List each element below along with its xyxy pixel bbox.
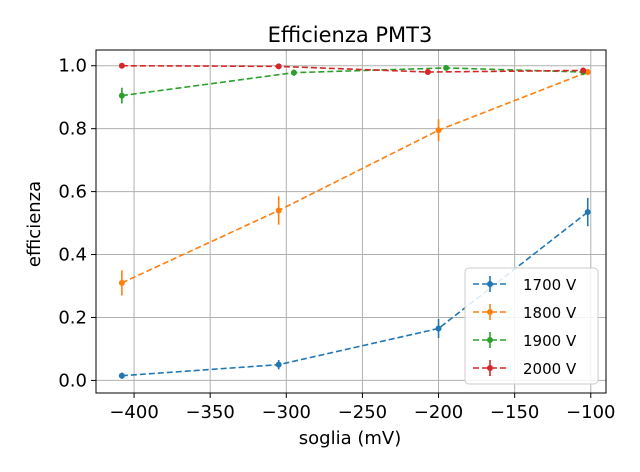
- data-point: [275, 63, 282, 70]
- data-point: [584, 209, 591, 216]
- legend-label: 2000 V: [523, 360, 577, 378]
- series-line: [121, 67, 584, 97]
- x-axis-label: soglia (mV): [299, 428, 401, 449]
- series-2000-v: [118, 62, 587, 76]
- chart-title: Efficienza PMT3: [268, 23, 433, 47]
- y-tick-label: 0.6: [58, 182, 87, 203]
- data-point: [435, 127, 442, 134]
- data-point: [118, 62, 125, 69]
- plot-frame: [95, 49, 607, 394]
- legend-marker: [487, 309, 493, 315]
- axes-ticks: −400 −350 −300 −250 −200 −150 −100 0.0 0.2 0.4 0.6…: [58, 56, 615, 423]
- data-point: [118, 92, 125, 99]
- grid: [96, 50, 606, 393]
- y-axis-label: efficienza: [24, 181, 45, 267]
- legend-label: 1700 V: [523, 276, 577, 294]
- x-tick-label: −100: [566, 402, 615, 423]
- y-tick-label: 1.0: [58, 56, 87, 77]
- legend-marker: [487, 337, 493, 343]
- data-point: [424, 69, 431, 76]
- y-tick-label: 0.2: [58, 307, 87, 328]
- x-tick-label: −150: [490, 402, 539, 423]
- x-tick-label: −250: [338, 402, 387, 423]
- legend-marker: [487, 281, 493, 287]
- x-tick-label: −300: [262, 402, 311, 423]
- data-point: [435, 325, 442, 332]
- data-point: [118, 279, 125, 286]
- legend-box: [464, 267, 599, 385]
- x-tick-label: −400: [109, 402, 158, 423]
- x-tick-label: −350: [185, 402, 234, 423]
- data-point: [290, 69, 297, 76]
- data-point: [275, 361, 282, 368]
- data-point: [580, 67, 587, 74]
- legend-item: 2000 V: [473, 360, 577, 378]
- series-1900-v: [118, 64, 587, 104]
- data-point: [584, 69, 591, 76]
- series-line: [121, 71, 589, 284]
- data-point: [443, 64, 450, 71]
- y-tick-label: 0.0: [58, 370, 87, 391]
- legend-item: 1900 V: [473, 332, 577, 350]
- series-1800-v: [118, 68, 591, 296]
- series-line: [121, 64, 584, 73]
- legend-item: 1700 V: [473, 276, 577, 294]
- data-point: [118, 372, 125, 379]
- legend-marker: [487, 365, 493, 371]
- data-point: [275, 207, 282, 214]
- y-tick-label: 0.4: [58, 245, 87, 266]
- legend-label: 1900 V: [523, 332, 577, 350]
- y-tick-label: 0.8: [58, 119, 87, 140]
- legend-item: 1800 V: [473, 304, 577, 322]
- legend-label: 1800 V: [523, 304, 577, 322]
- legend: 1700 V 1800 V 1900 V 2000 V: [464, 267, 599, 385]
- x-tick-label: −200: [414, 402, 463, 423]
